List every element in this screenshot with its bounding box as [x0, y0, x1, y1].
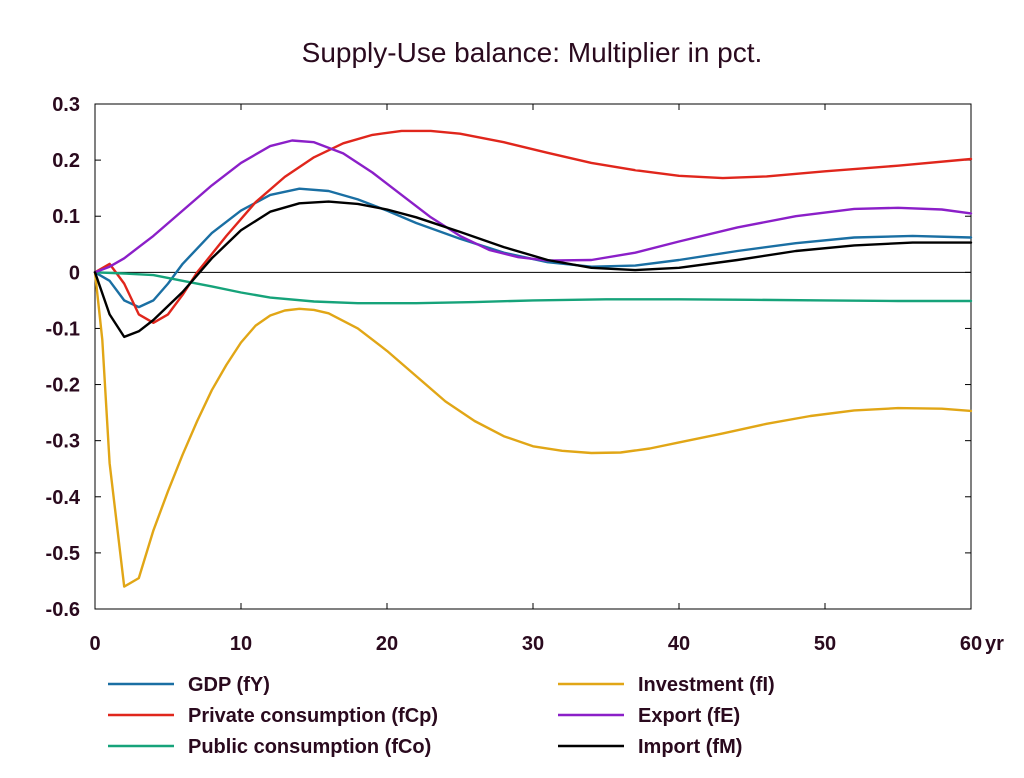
series-line-private-consumption-fcp: [93, 129, 973, 324]
legend-label: Import (fM): [638, 736, 742, 758]
series-line-investment-fi: [93, 271, 973, 588]
legend: GDP (fY) Private consumption (fCp) Public …: [108, 674, 775, 758]
y-tick-label: -0.3: [46, 431, 80, 453]
legend-label: Private consumption (fCp): [188, 705, 438, 727]
y-tick-label: -0.5: [46, 543, 80, 565]
x-tick-label: 10: [230, 633, 252, 655]
legend-item-public-consumption-fco: Public consumption (fCo): [108, 736, 431, 758]
legend-item-export-fe: Export (fE): [558, 705, 740, 727]
plot-area: 0.3 0.2 0.1 0 -0.1 -0.2 -0.3 -0.4 -0.5 -0.6 0 10 20…: [46, 94, 1005, 655]
y-tick-label: -0.6: [46, 599, 80, 621]
x-tick-label: 50: [814, 633, 836, 655]
legend-label: Export (fE): [638, 705, 740, 727]
series-line-public-consumption-fco: [93, 271, 973, 305]
y-tick-label: -0.4: [46, 487, 81, 509]
series-group: [93, 129, 973, 588]
legend-label: Public consumption (fCo): [188, 736, 431, 758]
series-line-gdp-fy: [93, 187, 973, 309]
y-axis: 0.3 0.2 0.1 0 -0.1 -0.2 -0.3 -0.4 -0.5 -0.6: [46, 94, 971, 621]
series-line-export-fe: [93, 139, 973, 274]
legend-item-private-consumption-fcp: Private consumption (fCp): [108, 705, 438, 727]
y-tick-label: 0.1: [52, 206, 80, 228]
y-tick-label: 0: [69, 262, 80, 284]
legend-item-import-fm: Import (fM): [558, 736, 742, 758]
y-tick-label: 0.2: [52, 150, 80, 172]
y-tick-label: 0.3: [52, 94, 80, 116]
x-tick-label: 20: [376, 633, 398, 655]
x-tick-label: 60: [960, 633, 982, 655]
y-tick-label: -0.2: [46, 375, 80, 397]
x-unit-label: yr: [985, 633, 1004, 655]
x-tick-label: 30: [522, 633, 544, 655]
legend-label: GDP (fY): [188, 674, 270, 696]
chart-title: Supply-Use balance: Multiplier in pct.: [302, 37, 763, 68]
legend-item-investment-fi: Investment (fI): [558, 674, 775, 696]
x-tick-label: 40: [668, 633, 690, 655]
plot-frame: [94, 103, 972, 610]
series-line-import-fm: [93, 200, 973, 339]
legend-label: Investment (fI): [638, 674, 775, 696]
legend-item-gdp-fy: GDP (fY): [108, 674, 270, 696]
x-axis: 0 10 20 30 40 50 60 yr: [89, 104, 1004, 655]
y-tick-label: -0.1: [46, 318, 80, 340]
x-tick-label: 0: [89, 633, 100, 655]
